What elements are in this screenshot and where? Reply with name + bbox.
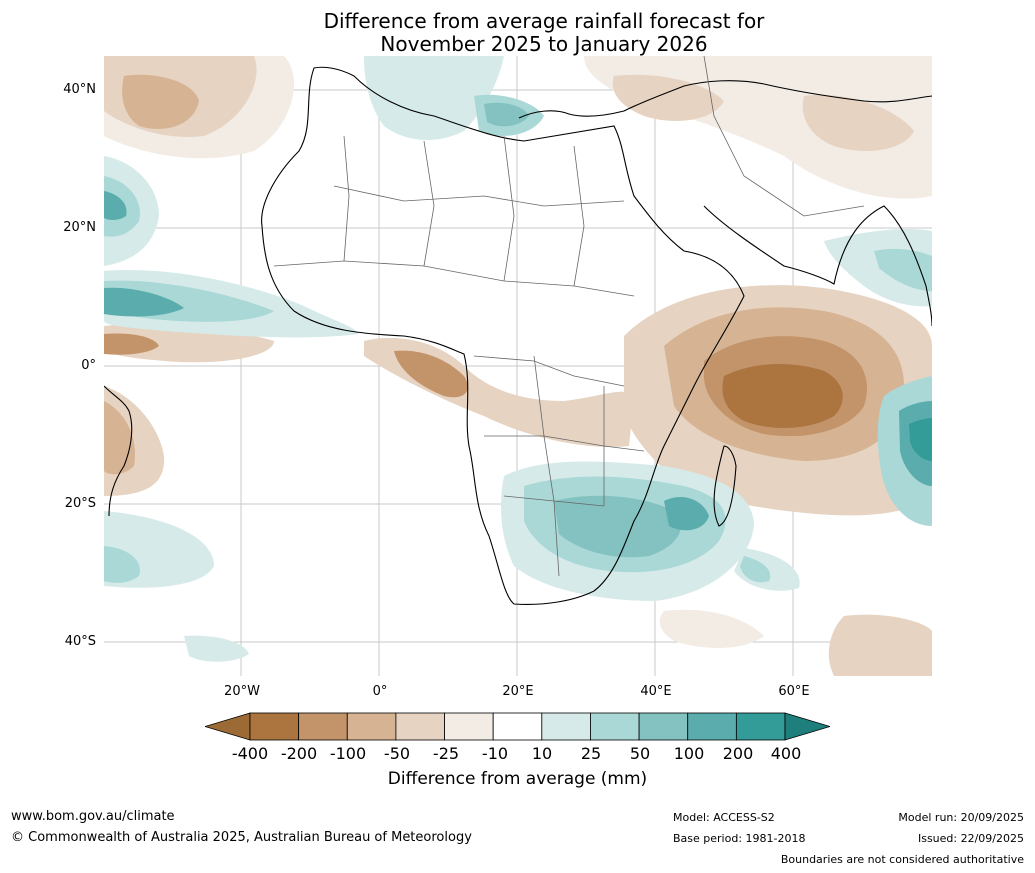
rainfall-map [104, 56, 932, 676]
colorbar-tick-label: 10 [531, 744, 553, 763]
lon-label-60e: 60°E [778, 684, 810, 699]
colorbar-tick-label: -25 [432, 744, 460, 763]
colorbar-tick-label: 200 [722, 744, 754, 763]
colorbar-tick-label: -50 [383, 744, 411, 763]
map-canvas [104, 56, 932, 676]
copyright-notice: © Commonwealth of Australia 2025, Austra… [11, 830, 472, 845]
colorbar-segment [395, 712, 445, 741]
colorbar-tick-label: -10 [481, 744, 509, 763]
issued-date: Issued: 22/09/2025 [917, 832, 1024, 845]
colorbar-left-arrow [205, 712, 251, 741]
colorbar-tick-label: 25 [580, 744, 602, 763]
lat-label-40n: 40°N [63, 82, 96, 97]
wetter-than-average-regions [104, 56, 932, 662]
colorbar-tick-label: -100 [329, 744, 367, 763]
coastlines [104, 66, 932, 605]
lat-label-20n: 20°N [63, 220, 96, 235]
colorbar [205, 712, 830, 741]
colorbar-segment [590, 712, 640, 741]
lat-label-20s: 20°S [64, 496, 96, 511]
colorbar-segment [687, 712, 737, 741]
colorbar-segment [249, 712, 300, 741]
colorbar-right-arrow [784, 712, 830, 741]
country-borders [273, 56, 865, 577]
colorbar-segment [541, 712, 591, 741]
colorbar-tick-label: -400 [231, 744, 269, 763]
colorbar-tick-label: 400 [770, 744, 802, 763]
lat-label-equator: 0° [81, 358, 96, 373]
colorbar-segment [735, 712, 786, 741]
colorbar-segment [444, 712, 494, 741]
colorbar-segment [346, 712, 397, 741]
model-name: Model: ACCESS-S2 [673, 811, 775, 824]
lat-label-40s: 40°S [64, 634, 96, 649]
lon-label-40e: 40°E [640, 684, 672, 699]
base-period: Base period: 1981-2018 [673, 832, 806, 845]
colorbar-title: Difference from average (mm) [387, 769, 648, 789]
map-title: Difference from average rainfall forecas… [0, 10, 1035, 56]
lon-label-0: 0° [372, 684, 388, 699]
title-line-2: November 2025 to January 2026 [380, 32, 708, 56]
title-line-1: Difference from average rainfall forecas… [323, 9, 765, 33]
colorbar-tick-label: 100 [673, 744, 705, 763]
lon-label-20w: 20°W [224, 684, 260, 699]
colorbar-segment [638, 712, 689, 741]
colorbar-segments [205, 712, 830, 741]
colorbar-tick-label: 50 [629, 744, 651, 763]
boundaries-disclaimer: Boundaries are not considered authoritat… [780, 853, 1024, 866]
colorbar-segment [298, 712, 348, 741]
website-link[interactable]: www.bom.gov.au/climate [11, 809, 175, 824]
colorbar-segment [492, 712, 543, 741]
model-run-date: Model run: 20/09/2025 [898, 811, 1024, 824]
lon-label-20e: 20°E [502, 684, 534, 699]
colorbar-tick-label: -200 [280, 744, 318, 763]
